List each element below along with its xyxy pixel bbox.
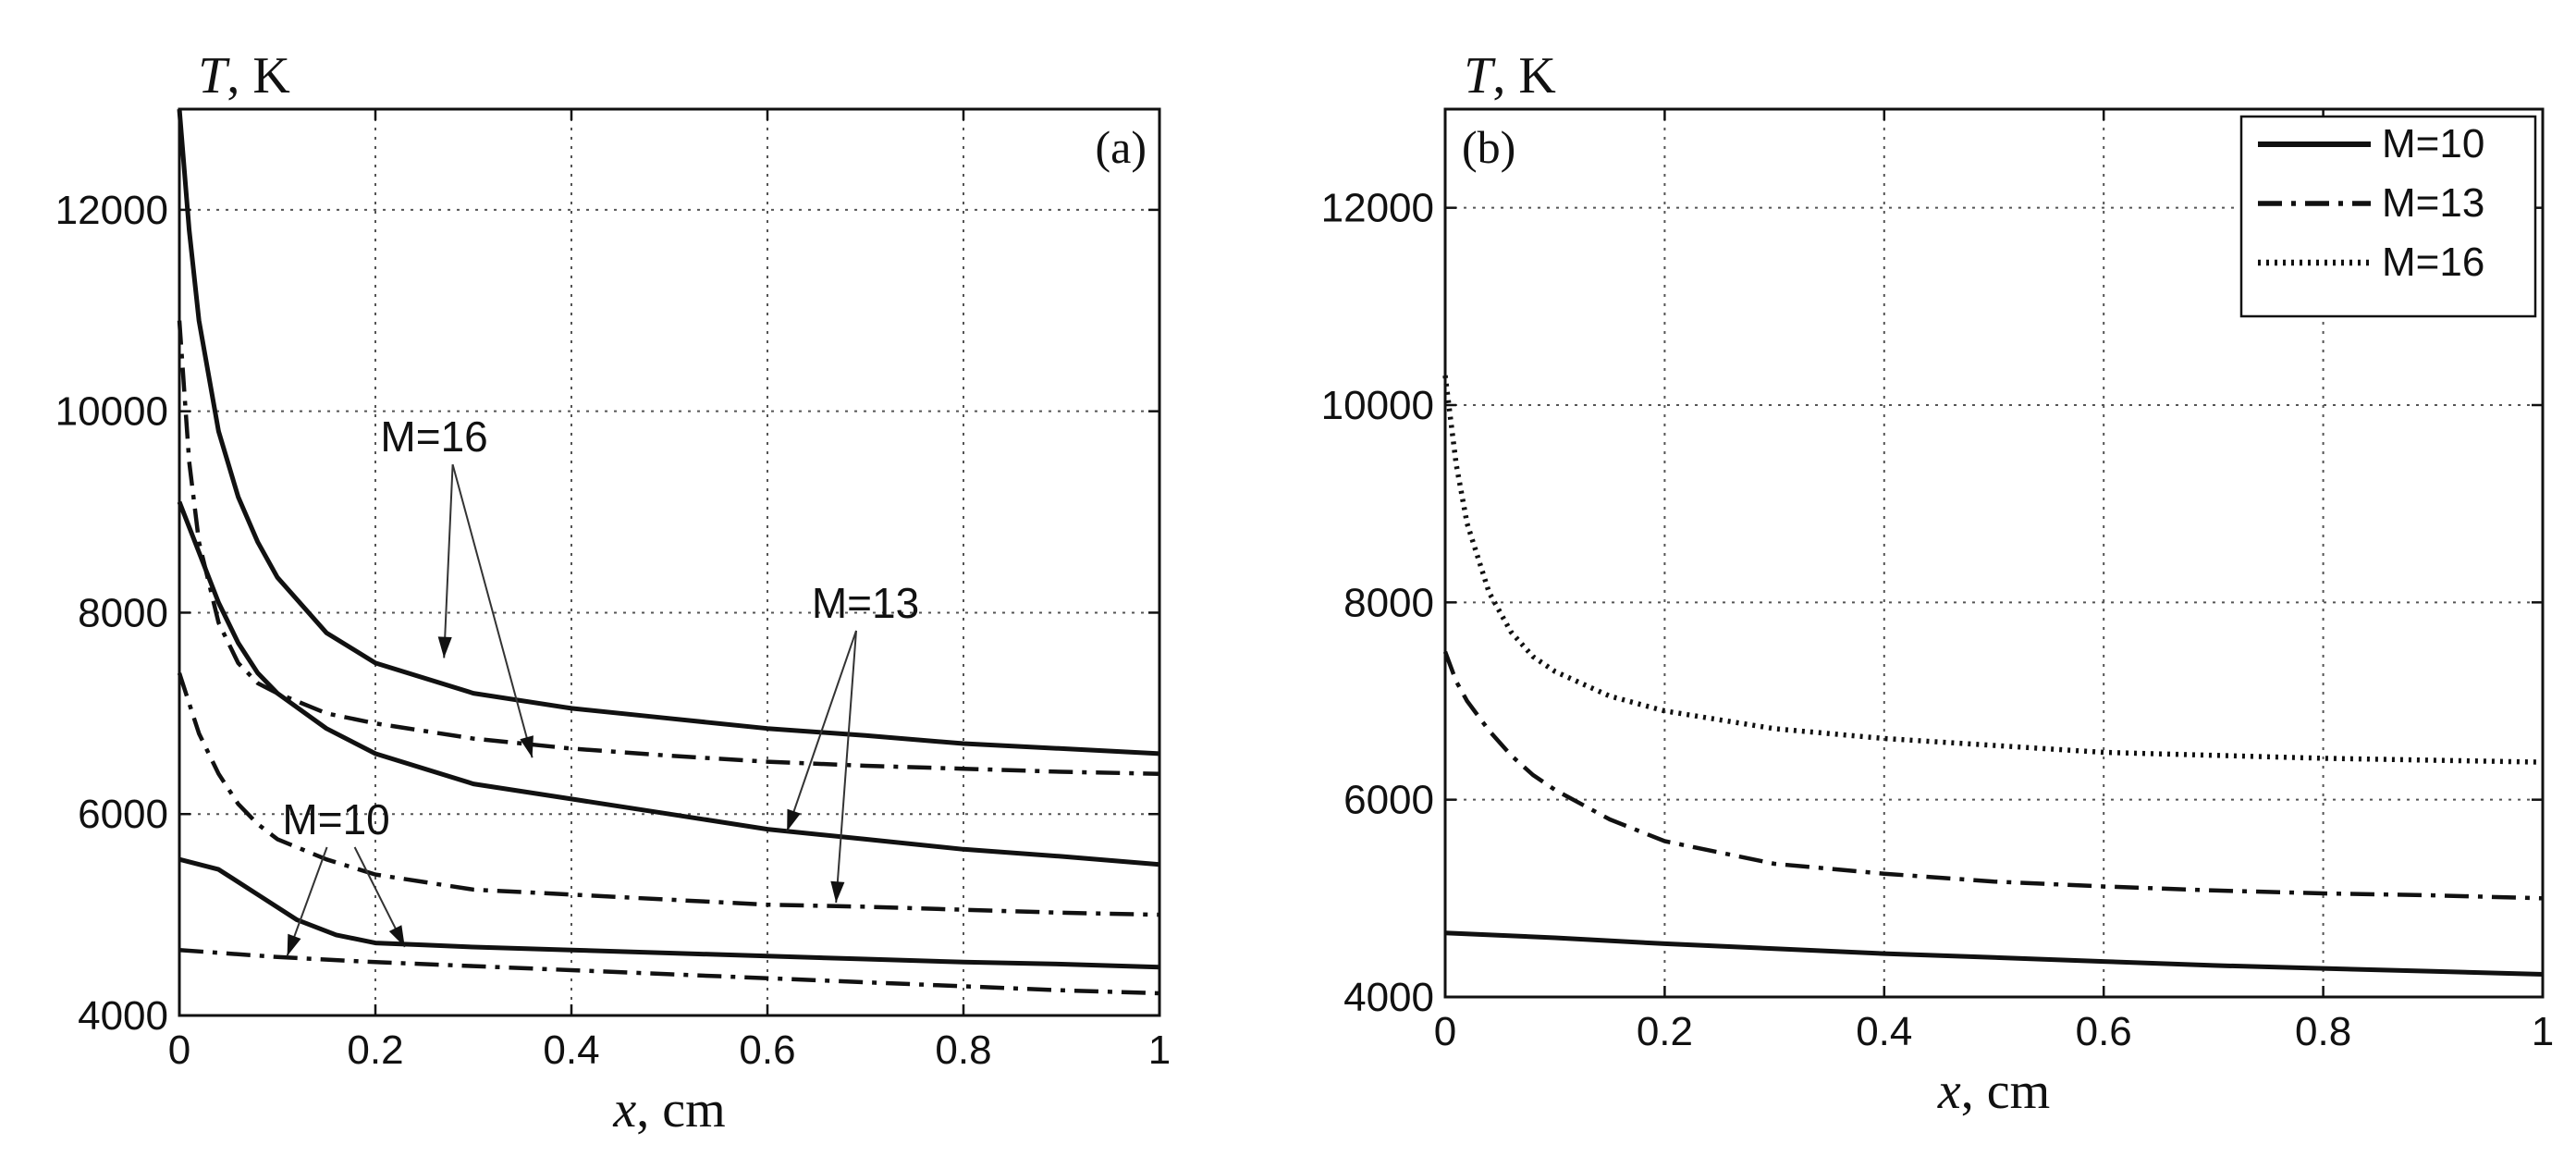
series-line-4 [177, 672, 1160, 917]
legend-box [2239, 115, 2537, 318]
y-tick-label: 8000 [1343, 580, 1434, 625]
plot-frame [1443, 107, 2545, 999]
annotation-arrow-head [287, 933, 301, 956]
x-axis-title: x, cm [1937, 1063, 2050, 1120]
series-line-m13 [1442, 650, 2544, 901]
annotation-label: M=10 [282, 795, 389, 843]
annotation-arrow-line [835, 630, 857, 904]
x-tick-label: 0.2 [347, 1027, 403, 1073]
x-tick-label: 0.2 [1637, 1009, 1693, 1054]
y-axis-title-unit: , K [227, 47, 289, 105]
x-axis-title-unit: , cm [1961, 1063, 2050, 1120]
x-axis-title: x, cm [612, 1081, 725, 1138]
x-tick-label: 0.6 [2076, 1009, 2132, 1054]
y-axis-title-variable: T [1464, 47, 1496, 105]
panel-b: 0 0.2 0.4 0.6 0.8 1 4000 6000 8000 10000 12000 T, K… [1321, 47, 2555, 1120]
legend-label: M=13 [2382, 180, 2484, 226]
panel-a: 0 0.2 0.4 0.6 0.8 1 4000 6000 8000 10000 12000 T, K… [55, 47, 1171, 1138]
x-tick-label: 0.8 [935, 1027, 991, 1073]
series-line-6 [178, 947, 1160, 996]
y-tick-label: 4000 [1343, 975, 1434, 1020]
series-line-2 [177, 320, 1160, 776]
series-line-3 [177, 500, 1160, 868]
annotation-arrow-head [830, 880, 845, 904]
y-tick-label: 8000 [78, 590, 168, 635]
plot-frame [178, 107, 1161, 1017]
annotation-arrow-head [388, 925, 405, 947]
y-tick-label: 12000 [1321, 186, 1434, 231]
legend-label: M=16 [2382, 240, 2484, 285]
x-tick-label: 0.4 [543, 1027, 599, 1073]
y-tick-label: 12000 [55, 188, 168, 233]
x-axis-title-variable: x [1937, 1063, 1961, 1120]
annotation-arrow-head [787, 808, 801, 831]
x-tick-label: 0 [168, 1027, 190, 1073]
x-tick-label: 1 [2532, 1009, 2554, 1054]
y-tick-label: 10000 [1321, 383, 1434, 428]
series-line-5 [178, 856, 1160, 970]
y-tick-label: 6000 [78, 792, 168, 837]
y-axis-title-unit: , K [1492, 47, 1555, 105]
annotation-arrow-head [520, 735, 534, 758]
annotation-arrow-line [443, 464, 454, 658]
y-tick-label: 6000 [1343, 778, 1434, 823]
x-axis-title-unit: , cm [636, 1081, 725, 1138]
y-axis-title: T, K [1464, 47, 1556, 105]
y-axis-title: T, K [198, 47, 290, 105]
annotation-arrow-head [437, 636, 452, 658]
panel-label: (a) [1096, 121, 1147, 173]
x-tick-label: 1 [1148, 1027, 1171, 1073]
annotation-label: M=16 [380, 412, 487, 461]
series-line-1 [177, 108, 1160, 757]
legend-label: M=10 [2382, 121, 2484, 166]
annotation-arrow-line [451, 463, 534, 758]
x-tick-label: 0.6 [739, 1027, 795, 1073]
series-line-m16 [1442, 375, 2544, 765]
annotation-arrow-line [786, 630, 857, 832]
x-tick-label: 0.4 [1856, 1009, 1912, 1054]
legend: M=10 M=13 M=16 [2239, 115, 2537, 318]
y-tick-label: 4000 [78, 993, 168, 1039]
annotation-label: M=13 [812, 579, 919, 627]
y-tick-label: 10000 [55, 389, 168, 435]
y-axis-title-variable: T [198, 47, 230, 105]
series-line-m10 [1444, 930, 2544, 977]
panel-label: (b) [1462, 121, 1515, 173]
x-tick-label: 0 [1434, 1009, 1456, 1054]
x-tick-label: 0.8 [2295, 1009, 2351, 1054]
x-axis-title-variable: x [612, 1081, 636, 1138]
